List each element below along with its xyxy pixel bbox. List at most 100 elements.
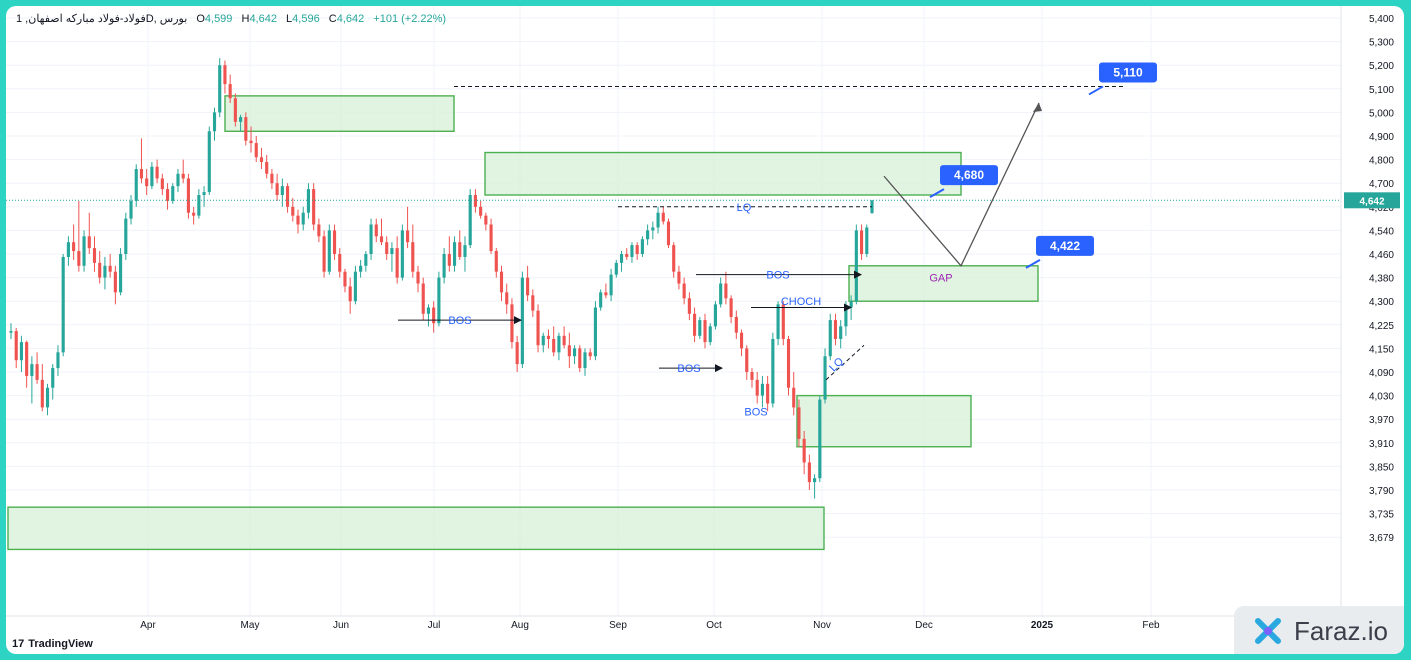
candle-body bbox=[353, 271, 357, 302]
candle-body bbox=[541, 335, 545, 346]
candle-body bbox=[672, 245, 676, 272]
x-tick-label: Apr bbox=[140, 620, 156, 631]
candle-body bbox=[259, 157, 264, 162]
candle-body bbox=[484, 215, 488, 225]
candle-body bbox=[552, 338, 556, 353]
annotation-gap-8: GAP bbox=[929, 273, 952, 285]
last-price-label: 4,642 bbox=[1359, 196, 1384, 207]
candle-body bbox=[348, 286, 352, 302]
candle-body bbox=[66, 242, 70, 257]
callout-5110: 5,110 bbox=[1088, 62, 1157, 96]
candle-body bbox=[813, 478, 817, 483]
candle-body bbox=[578, 348, 582, 369]
candle-body bbox=[766, 383, 770, 404]
candle-body bbox=[833, 320, 838, 339]
candle-body bbox=[171, 186, 175, 201]
candle-body bbox=[416, 271, 420, 284]
y-tick-label: 4,540 bbox=[1369, 226, 1394, 237]
candle-body bbox=[458, 242, 462, 257]
candle-body bbox=[338, 254, 342, 272]
candle-body bbox=[854, 230, 858, 302]
candle-body bbox=[306, 189, 311, 213]
annotation-bos-0: BOS bbox=[448, 315, 471, 327]
candle-body bbox=[536, 310, 540, 346]
projection-arrowhead bbox=[1033, 102, 1042, 112]
candle-body bbox=[619, 254, 624, 263]
candle-body bbox=[40, 379, 44, 408]
candle-body bbox=[526, 277, 530, 296]
candle-body bbox=[797, 407, 801, 439]
candle-body bbox=[687, 298, 691, 314]
change-value: +101 (+2.22%) bbox=[373, 13, 447, 25]
candle-body bbox=[661, 212, 665, 222]
x-tick-label: Oct bbox=[706, 620, 722, 631]
candle-body bbox=[92, 248, 97, 263]
candle-body bbox=[614, 262, 618, 275]
tradingview-brand[interactable]: 17 TradingView bbox=[12, 638, 93, 650]
candle-body bbox=[103, 265, 107, 278]
candle-body bbox=[479, 206, 483, 216]
candle-body bbox=[61, 256, 65, 353]
candle-body bbox=[72, 242, 76, 252]
price-chart[interactable]: BOSBOSBOSBOSCHOCHLQLQGAPBOS5,1104,6804,4… bbox=[6, 6, 1404, 654]
candle-body bbox=[682, 283, 686, 299]
candle-body bbox=[734, 316, 738, 333]
candle-body bbox=[155, 166, 159, 179]
candle-body bbox=[275, 183, 279, 195]
candle-body bbox=[332, 230, 337, 254]
low-value: 4,596 bbox=[292, 13, 320, 25]
candle-body bbox=[557, 335, 561, 353]
y-tick-label: 5,400 bbox=[1369, 14, 1394, 25]
y-tick-label: 4,090 bbox=[1369, 368, 1394, 379]
lq-trendline bbox=[825, 344, 865, 381]
candle-body bbox=[202, 192, 206, 195]
candle-body bbox=[859, 230, 864, 254]
annotation-bos-3: BOS bbox=[744, 406, 767, 418]
candle-body bbox=[124, 218, 128, 254]
candle-body bbox=[802, 438, 806, 463]
y-tick-label: 4,225 bbox=[1369, 321, 1394, 332]
candle-body bbox=[839, 326, 843, 339]
candle-body bbox=[531, 295, 535, 311]
y-tick-label: 4,460 bbox=[1369, 250, 1394, 261]
last-price-badge bbox=[1344, 192, 1400, 209]
candle-body bbox=[635, 245, 639, 254]
candle-body bbox=[437, 277, 441, 324]
candle-body bbox=[19, 342, 24, 361]
candle-body bbox=[442, 254, 446, 278]
y-tick-label: 4,700 bbox=[1369, 179, 1394, 190]
candle-body bbox=[739, 332, 744, 349]
y-tick-label: 5,000 bbox=[1369, 108, 1394, 119]
callout-5110-label: 5,110 bbox=[1113, 65, 1143, 79]
callout-4680-label: 4,680 bbox=[954, 168, 984, 182]
candle-body bbox=[145, 178, 149, 187]
candle-body bbox=[369, 224, 373, 254]
demand-zone-bottom bbox=[7, 506, 825, 551]
candle-body bbox=[593, 307, 598, 357]
candle-body bbox=[181, 173, 185, 179]
candle-body bbox=[463, 245, 467, 257]
candle-body bbox=[150, 166, 154, 187]
y-tick-label: 4,800 bbox=[1369, 156, 1394, 167]
candle-body bbox=[312, 189, 316, 225]
candle-body bbox=[698, 320, 702, 336]
candle-body bbox=[515, 342, 519, 365]
candle-body bbox=[207, 131, 211, 193]
x-tick-label: Jul bbox=[428, 620, 441, 631]
tradingview-logo-icon: 17 bbox=[12, 638, 25, 650]
candle-body bbox=[160, 178, 164, 190]
candle-body bbox=[609, 274, 613, 296]
candle-body bbox=[567, 345, 571, 357]
candle-body bbox=[218, 65, 222, 113]
candle-body bbox=[228, 84, 232, 99]
candle-body bbox=[379, 236, 384, 243]
candle-body bbox=[844, 307, 848, 327]
candle-body bbox=[776, 304, 780, 339]
callout-4680: 4,680 bbox=[929, 165, 998, 198]
candle-body bbox=[703, 320, 707, 343]
candle-body bbox=[677, 271, 681, 284]
candle-body bbox=[249, 140, 253, 144]
y-tick-label: 5,200 bbox=[1369, 61, 1394, 72]
y-tick-label: 4,150 bbox=[1369, 344, 1394, 355]
faraz-watermark: Faraz.io bbox=[1234, 606, 1404, 654]
